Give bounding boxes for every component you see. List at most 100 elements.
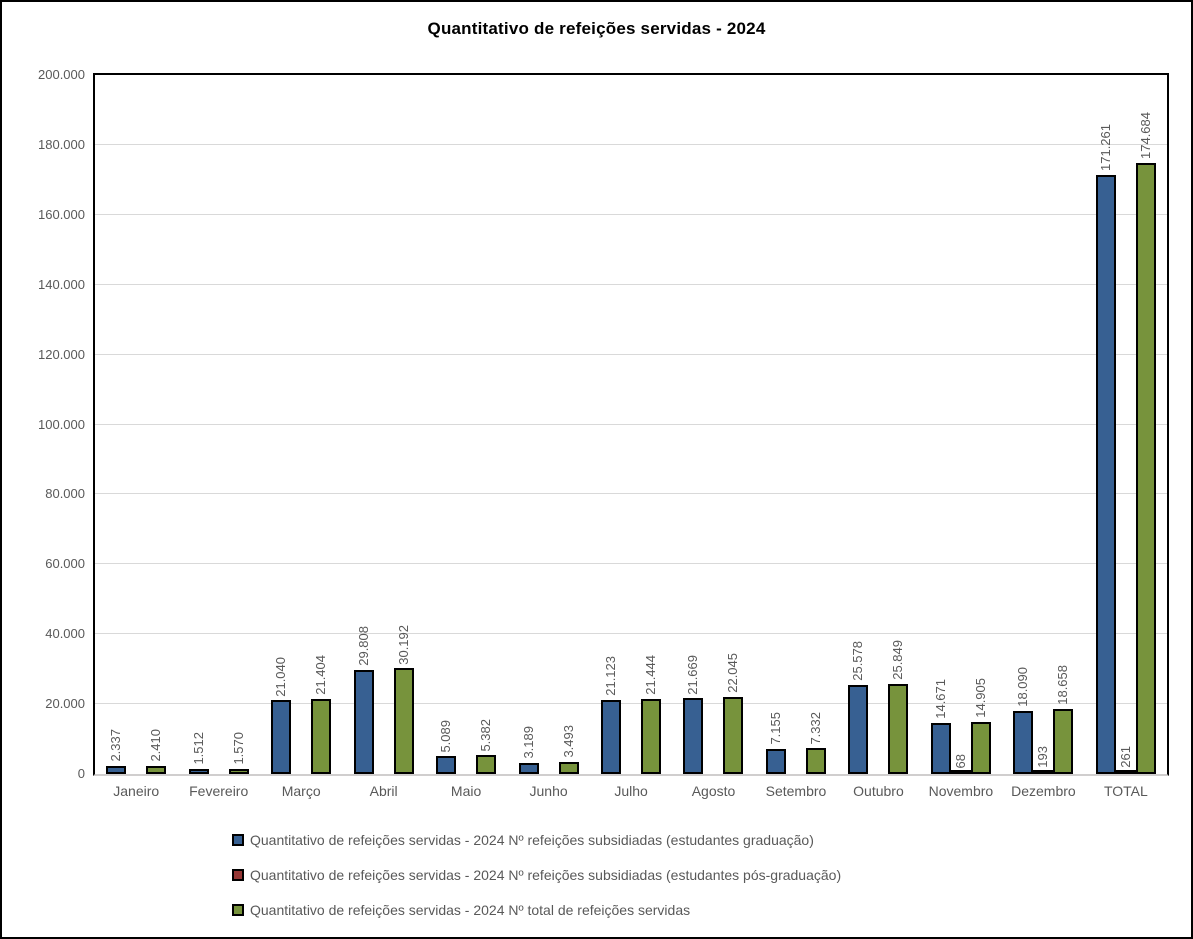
x-category-label: Maio xyxy=(450,783,482,799)
bar-label: 1.512 xyxy=(190,732,206,765)
bar xyxy=(353,669,374,774)
bar-label: 14.671 xyxy=(932,678,948,719)
x-category-label: Abril xyxy=(369,783,398,799)
gridline xyxy=(95,143,1167,145)
bar xyxy=(146,765,167,774)
bar xyxy=(930,722,951,774)
bar xyxy=(106,765,127,774)
bar xyxy=(436,756,457,774)
y-axis: 0 20.000 40.000 60.000 80.000 100.000 120.000 1… xyxy=(2,2,85,937)
y-tick-label: 20.000 xyxy=(45,696,85,712)
x-category-label: Agosto xyxy=(691,783,736,799)
legend-label-pos-graduacao: Quantitativo de refeições servidas - 202… xyxy=(250,867,842,883)
bar-label: 3.493 xyxy=(560,725,576,758)
chart-title: Quantitativo de refeições servidas - 202… xyxy=(427,19,766,38)
bar xyxy=(723,696,744,774)
y-tick-label: 100.000 xyxy=(38,416,85,432)
bar-label: 171.261 xyxy=(1097,124,1113,172)
bar-label: 1.570 xyxy=(230,731,246,765)
bar xyxy=(641,699,661,774)
x-category-label: Outubro xyxy=(853,783,904,799)
bar-label: 261 xyxy=(1117,746,1133,768)
y-tick-label: 140.000 xyxy=(38,276,85,292)
bar xyxy=(848,684,869,774)
bar xyxy=(188,768,209,774)
bar xyxy=(1135,163,1156,774)
bar xyxy=(518,762,539,774)
bar xyxy=(1013,710,1034,774)
bar xyxy=(950,770,971,774)
bar xyxy=(228,768,249,774)
bar xyxy=(1053,708,1074,774)
plot-area: 2.337 2.410 1.512 1.570 21.040 21.404 29.808 30… xyxy=(93,73,1169,776)
bar-label: 2.337 xyxy=(108,729,124,762)
bar-label: 68 xyxy=(952,753,968,768)
x-category-label: Junho xyxy=(529,783,568,799)
bar-label: 14.905 xyxy=(972,678,988,718)
legend-row-graduacao: Quantitativo de refeições servidas - 202… xyxy=(232,832,841,848)
y-tick-label: 180.000 xyxy=(38,136,85,152)
bar-label: 7.155 xyxy=(767,712,783,745)
x-category-label: Janeiro xyxy=(113,783,160,799)
bar xyxy=(1095,175,1116,774)
bar-label: 5.382 xyxy=(478,718,494,752)
bar-label: 3.189 xyxy=(520,726,536,759)
bar-label: 193 xyxy=(1035,746,1051,768)
bar-label: 25.578 xyxy=(850,640,866,681)
bar-label: 2.410 xyxy=(148,729,164,762)
y-tick-label: 0 xyxy=(77,766,85,781)
bar-label: 30.192 xyxy=(395,624,411,665)
x-category-label: Setembro xyxy=(765,783,827,799)
bar xyxy=(888,683,909,774)
gridline xyxy=(95,283,1167,285)
bar xyxy=(1033,770,1054,774)
bar xyxy=(765,749,786,774)
bar-label: 5.089 xyxy=(438,719,454,753)
bar xyxy=(558,761,579,774)
bar xyxy=(271,700,292,774)
legend-label-total: Quantitativo de refeições servidas - 202… xyxy=(250,902,691,918)
y-tick-label: 120.000 xyxy=(38,346,85,362)
y-tick-label: 60.000 xyxy=(45,556,85,572)
x-category-label: Fevereiro xyxy=(189,783,249,799)
bar xyxy=(601,700,621,774)
legend-marker-total-icon xyxy=(232,904,244,916)
legend-marker-graduacao-icon xyxy=(232,834,244,846)
bar xyxy=(970,721,991,774)
bar-label: 21.040 xyxy=(273,656,289,697)
bar-label: 22.045 xyxy=(725,653,741,693)
x-axis: Janeiro Fevereiro Março Abril Maio Junho Julho… xyxy=(95,783,1167,799)
x-category-label: Julho xyxy=(614,783,648,799)
bar-label: 21.123 xyxy=(603,656,618,697)
legend-row-pos-graduacao: Quantitativo de refeições servidas - 202… xyxy=(232,867,841,883)
gridline xyxy=(95,703,1167,705)
bar-label: 174.684 xyxy=(1137,112,1153,160)
bar-label: 29.808 xyxy=(355,626,371,666)
legend: Quantitativo de refeições servidas - 202… xyxy=(232,832,841,937)
bar xyxy=(1115,770,1136,774)
bar-label: 21.444 xyxy=(643,655,658,696)
gridline xyxy=(95,213,1167,215)
bar-label: 21.404 xyxy=(313,655,329,696)
legend-row-total: Quantitativo de refeições servidas - 202… xyxy=(232,902,841,918)
y-tick-label: 200.000 xyxy=(38,67,85,82)
gridline xyxy=(95,353,1167,355)
bar xyxy=(393,668,414,774)
gridline xyxy=(95,563,1167,565)
x-category-label: TOTAL xyxy=(1103,783,1148,799)
x-category-label: Dezembro xyxy=(1011,783,1076,799)
legend-label-graduacao: Quantitativo de refeições servidas - 202… xyxy=(250,832,814,848)
y-tick-label: 80.000 xyxy=(45,486,85,502)
bar-label: 18.090 xyxy=(1015,667,1031,707)
x-category-label: Novembro xyxy=(928,783,994,799)
legend-marker-pos-graduacao-icon xyxy=(232,869,244,881)
gridline xyxy=(95,493,1167,495)
gridline xyxy=(95,423,1167,425)
bar xyxy=(805,748,826,774)
bar xyxy=(311,699,332,774)
gridline xyxy=(95,633,1167,635)
bar-label: 21.669 xyxy=(685,654,701,695)
bar-label: 7.332 xyxy=(807,711,823,745)
y-tick-label: 40.000 xyxy=(45,626,85,642)
